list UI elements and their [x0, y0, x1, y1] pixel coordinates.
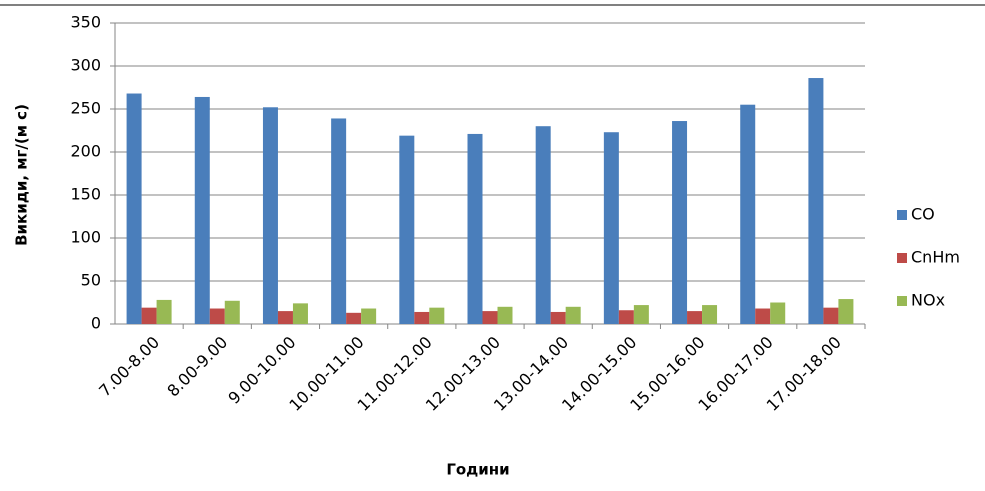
bar — [209, 308, 225, 324]
bar — [633, 305, 649, 324]
bar — [702, 305, 718, 324]
bar — [550, 311, 566, 324]
bar — [482, 311, 498, 324]
bar — [467, 133, 483, 324]
x-axis-title: Години — [446, 461, 509, 479]
bar — [141, 307, 157, 324]
legend-label: NOx — [911, 291, 945, 310]
y-tick-label: 350 — [70, 13, 101, 32]
y-tick-label: 50 — [81, 271, 101, 290]
legend-label: CnHm — [911, 248, 960, 267]
legend-swatch — [897, 253, 907, 263]
bar — [603, 132, 619, 324]
y-tick-label: 250 — [70, 99, 101, 118]
bar — [156, 299, 172, 324]
legend-swatch — [897, 296, 907, 306]
bar — [361, 308, 377, 324]
bar — [262, 107, 278, 324]
legend-swatch — [897, 210, 907, 220]
bar — [497, 306, 513, 324]
bar — [331, 118, 347, 325]
bar — [808, 78, 824, 324]
bar — [565, 306, 581, 324]
bar — [755, 308, 771, 324]
bar — [838, 299, 854, 324]
bar — [672, 121, 688, 324]
y-tick-label: 150 — [70, 185, 101, 204]
bar — [292, 303, 308, 324]
bar — [414, 311, 430, 324]
bar — [194, 96, 210, 325]
y-tick-label: 100 — [70, 228, 101, 247]
y-tick-label: 300 — [70, 56, 101, 75]
bar — [535, 126, 551, 324]
x-tick-label: 8.00-9.00 — [163, 333, 231, 401]
bar — [687, 311, 703, 324]
bar — [224, 300, 240, 324]
bar — [823, 307, 839, 324]
y-tick-label: 0 — [91, 314, 101, 333]
bar — [429, 307, 445, 324]
x-tick-label: 9.00-10.00 — [224, 333, 299, 408]
bar — [399, 135, 415, 324]
y-tick-label: 200 — [70, 142, 101, 161]
bar — [277, 311, 293, 324]
bar — [618, 310, 634, 324]
legend-label: CO — [911, 205, 935, 224]
bar — [346, 312, 362, 324]
x-tick-label: 7.00-8.00 — [95, 333, 163, 401]
bar — [770, 302, 786, 324]
y-axis-title: Викиди, мг/(м с) — [13, 104, 31, 246]
bar — [126, 93, 142, 325]
bar — [740, 104, 756, 324]
